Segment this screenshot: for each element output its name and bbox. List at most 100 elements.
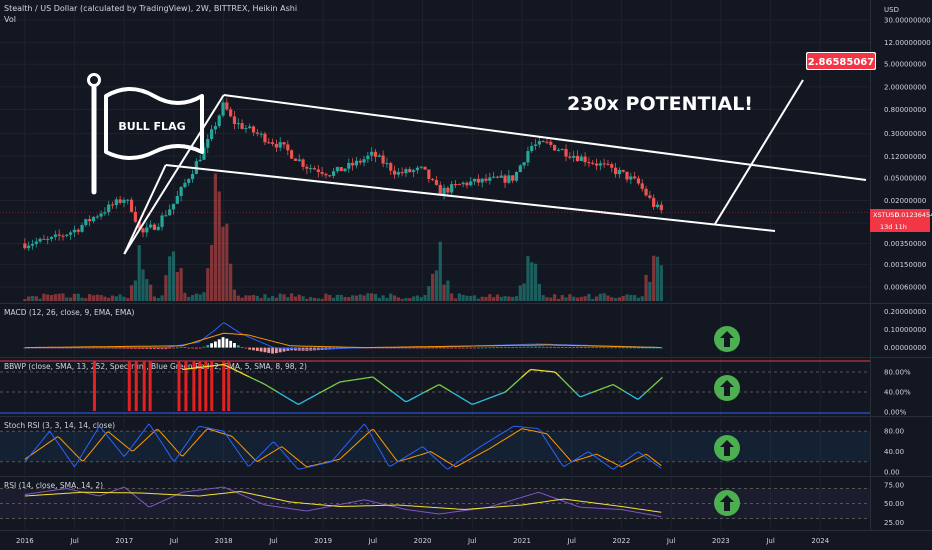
- bbwp-line-segment: [450, 391, 454, 394]
- volume-bar: [152, 296, 157, 301]
- candle-body: [38, 238, 42, 242]
- volume-bar: [156, 297, 160, 301]
- bbwp-line-segment: [500, 392, 503, 395]
- candle-body: [541, 141, 545, 143]
- candle-body: [91, 217, 96, 222]
- candle-body: [53, 234, 57, 237]
- macd-hist-bar: [179, 346, 183, 348]
- macd-hist-bar: [629, 347, 633, 349]
- bbwp-line-segment: [654, 382, 658, 385]
- bbwp-line-segment: [601, 387, 604, 390]
- bbwp-line-segment: [322, 389, 326, 392]
- macd-hist-bar: [225, 338, 229, 348]
- bbwp-line-segment: [260, 381, 263, 384]
- candle-body: [362, 159, 366, 163]
- candle-body: [636, 178, 641, 184]
- bbwp-line-segment: [443, 386, 446, 389]
- candle-body: [511, 175, 515, 181]
- bbwp-line-segment: [262, 382, 265, 385]
- bbwp-line-segment: [610, 383, 614, 386]
- candle-body: [68, 232, 73, 235]
- bbwp-line-segment: [627, 393, 631, 396]
- price-tick-label-12: 0.00060000: [884, 284, 926, 292]
- volume-bar: [259, 298, 263, 301]
- volume-bar: [351, 295, 355, 301]
- candle-body: [248, 126, 252, 129]
- bbwp-line-segment: [498, 393, 501, 396]
- candle-body: [278, 142, 282, 148]
- candle-body: [518, 165, 522, 173]
- macd-hist-bar: [248, 347, 252, 350]
- bbwp-up-arrow-icon-shape: [720, 380, 734, 396]
- bbwp-line-segment: [227, 365, 231, 369]
- bbwp-line-segment: [235, 369, 238, 372]
- macd-hist-bar: [564, 347, 568, 348]
- candle-body: [572, 155, 576, 158]
- bull-flag-label: BULL FLAG: [118, 120, 185, 133]
- bbwp-line-segment: [303, 399, 307, 402]
- target-price-badge: 2.86585067: [806, 52, 876, 70]
- candle-body: [457, 184, 461, 186]
- bbwp-line-segment: [463, 399, 467, 402]
- candle-body: [34, 241, 38, 244]
- bbwp-line-segment: [258, 380, 261, 383]
- volume-bar: [415, 295, 419, 301]
- price-tick-label-3: 2.00000000: [884, 83, 926, 91]
- macd-hist-bar: [149, 347, 153, 350]
- volume-bar: [392, 295, 397, 301]
- macd-hist-bar: [427, 347, 431, 349]
- volume-bar: [575, 297, 580, 301]
- volume-bar: [594, 296, 599, 301]
- volume-bar: [251, 294, 256, 301]
- bbwp-line-segment: [395, 393, 399, 397]
- macd-hist-bar: [278, 347, 282, 353]
- bbwp-line-segment: [559, 376, 562, 379]
- bbwp-line-segment: [429, 387, 433, 390]
- volume-bar: [137, 245, 141, 301]
- bbwp-line-segment: [372, 376, 376, 379]
- volume-bar: [655, 256, 660, 301]
- bbwp-line-segment: [244, 374, 248, 377]
- bbwp-line-segment: [319, 391, 322, 394]
- bbwp-line-segment: [526, 370, 530, 373]
- macd-hist-bar: [435, 347, 438, 349]
- volume-bar: [552, 294, 557, 301]
- bbwp-line-segment: [334, 383, 337, 386]
- volume-bar: [255, 295, 259, 301]
- candle-body: [324, 173, 328, 176]
- volume-bar: [309, 297, 313, 301]
- bbwp-line-segment: [425, 389, 429, 392]
- bbwp-line-segment: [469, 402, 473, 405]
- volume-bar: [80, 297, 84, 301]
- candle-body: [244, 128, 248, 130]
- time-tick-label-13: Jul: [666, 537, 676, 545]
- bbwp-line-segment: [273, 389, 276, 392]
- price-tick-label-7: 0.05000000: [884, 174, 926, 182]
- volume-bar: [511, 296, 515, 301]
- bbwp-line-segment: [580, 395, 583, 398]
- bbwp-line-segment: [378, 380, 381, 384]
- candle-body: [472, 178, 477, 182]
- stoch-tick-label-1: 40.00: [884, 448, 904, 456]
- bbwp-line-segment: [620, 388, 623, 391]
- candle-body: [469, 181, 473, 186]
- volume-bar: [621, 295, 625, 301]
- candle-body: [431, 179, 435, 181]
- candle-body: [114, 199, 118, 206]
- candle-body: [492, 176, 496, 178]
- volume-bar: [114, 296, 118, 301]
- bbwp-line-segment: [475, 401, 478, 404]
- macd-hist-bar: [194, 347, 198, 349]
- volume-bar: [572, 296, 576, 301]
- bbwp-line-segment: [374, 377, 378, 381]
- stoch-up-arrow-icon-shape: [720, 440, 734, 456]
- bbwp-line-segment: [465, 400, 469, 403]
- candle-body: [312, 168, 317, 170]
- bbwp-line-segment: [477, 401, 480, 404]
- bbwp-line-segment: [593, 390, 597, 393]
- macd-hist-bar: [598, 347, 602, 349]
- macd-hist-bar: [476, 347, 480, 349]
- macd-hist-bar: [263, 347, 267, 353]
- macd-hist-bar: [259, 347, 263, 352]
